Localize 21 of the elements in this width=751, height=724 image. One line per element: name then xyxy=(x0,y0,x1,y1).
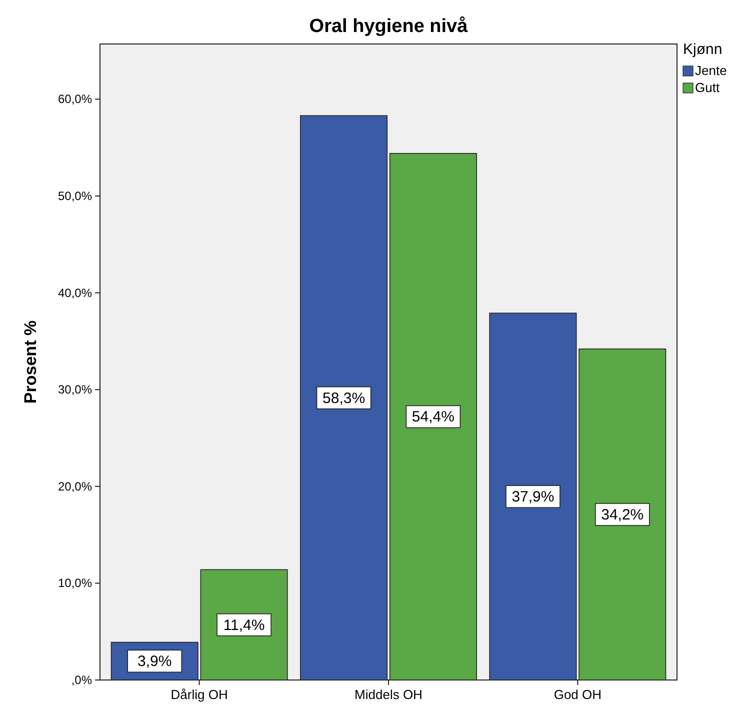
legend-label: Jente xyxy=(695,63,727,78)
y-axis-title: Prosent % xyxy=(21,320,40,404)
y-tick-label: 50,0% xyxy=(58,188,92,203)
y-tick-label: 60,0% xyxy=(58,92,92,106)
legend-label: Gutt xyxy=(695,80,720,95)
y-tick-label: 20,0% xyxy=(58,479,92,494)
y-tick-label: 30,0% xyxy=(58,382,92,397)
data-label: 37,9% xyxy=(512,488,554,506)
x-tick-label: Dårlig OH xyxy=(170,687,228,702)
data-label: 34,2% xyxy=(601,506,644,524)
y-tick-label: 10,0% xyxy=(58,576,92,590)
legend-title: Kjønn xyxy=(683,41,722,58)
data-label: 54,4% xyxy=(412,408,454,426)
chart-title: Oral hygiene nivå xyxy=(309,16,468,37)
data-label: 58,3% xyxy=(322,390,366,407)
y-tick-label: ,0% xyxy=(71,673,92,687)
x-tick-label: Middels OH xyxy=(354,687,422,702)
data-label: 11,4% xyxy=(223,616,265,634)
y-tick-label: 40,0% xyxy=(58,286,92,300)
data-label: 3,9% xyxy=(138,653,172,670)
x-tick-label: God OH xyxy=(554,687,602,702)
